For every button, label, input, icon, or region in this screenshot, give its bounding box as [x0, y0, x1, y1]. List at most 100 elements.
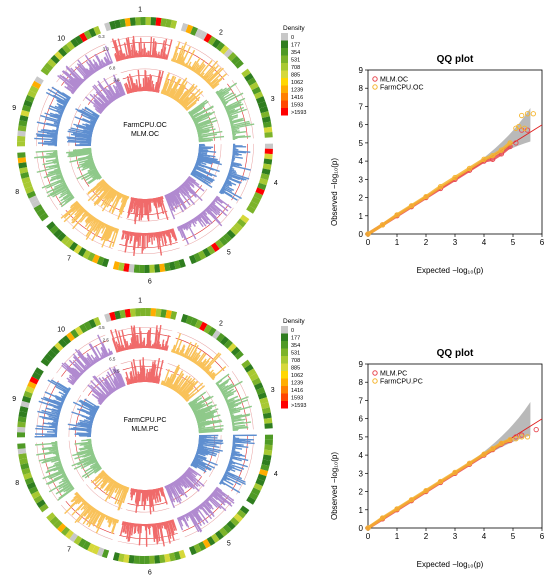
snp-mark	[220, 92, 234, 101]
snp-mark	[213, 199, 216, 203]
snp-mark	[48, 479, 70, 493]
density-label: 354	[291, 50, 300, 56]
data-point	[513, 434, 519, 440]
snp-mark	[190, 352, 198, 362]
density-segment	[258, 468, 269, 477]
snp-mark	[162, 369, 170, 386]
snp-mark	[61, 476, 68, 481]
snp-mark	[207, 67, 224, 84]
snp-mark	[151, 360, 156, 383]
snp-mark	[193, 357, 198, 364]
density-segment	[31, 371, 42, 381]
snp-mark	[219, 91, 230, 99]
snp-mark	[232, 426, 249, 430]
snp-mark	[39, 415, 59, 421]
snp-mark	[78, 207, 84, 213]
snp-mark	[53, 420, 59, 423]
snp-mark	[154, 523, 159, 545]
snp-mark	[225, 469, 229, 472]
snp-mark	[200, 357, 211, 369]
snp-mark	[210, 372, 216, 379]
snp-mark	[154, 50, 157, 58]
snp-mark	[232, 439, 246, 442]
snp-mark	[214, 488, 235, 504]
snp-mark	[191, 510, 202, 527]
snp-mark	[189, 66, 193, 70]
y-tick-label: 3	[359, 469, 364, 478]
snp-mark	[176, 226, 180, 232]
snp-mark	[212, 200, 216, 203]
density-segment	[212, 329, 221, 340]
snp-mark	[215, 373, 230, 385]
snp-mark	[132, 232, 137, 251]
density-segment	[17, 125, 27, 132]
snp-mark	[172, 519, 178, 531]
snp-mark	[45, 179, 65, 189]
x-tick-label: 0	[366, 238, 371, 247]
snp-mark	[192, 401, 213, 413]
snp-mark	[75, 208, 85, 218]
snp-mark	[206, 206, 210, 210]
density-segment	[82, 540, 91, 551]
snp-mark	[230, 164, 251, 171]
density-segment	[87, 252, 96, 262]
snp-mark	[198, 213, 208, 225]
density-segment	[230, 226, 240, 236]
snp-mark	[188, 65, 192, 70]
snp-mark	[191, 170, 213, 183]
density-segment	[114, 310, 122, 320]
snp-mark	[61, 188, 69, 194]
snp-mark	[97, 221, 103, 229]
snp-mark	[148, 327, 152, 349]
snp-mark	[228, 171, 250, 180]
y-tick-label: 3	[359, 175, 364, 184]
density-segment	[57, 232, 67, 242]
density-segment	[226, 520, 236, 530]
density-segment	[101, 257, 110, 268]
snp-mark	[106, 515, 110, 520]
snp-mark	[106, 226, 114, 242]
snp-mark	[92, 85, 110, 106]
snp-mark	[182, 354, 185, 357]
snp-mark	[65, 98, 70, 102]
snp-mark	[157, 341, 160, 350]
snp-mark	[47, 469, 65, 479]
density-label: 354	[291, 343, 300, 349]
snp-mark	[56, 90, 71, 100]
snp-mark	[63, 193, 73, 201]
snp-mark	[45, 158, 59, 163]
snp-mark	[211, 366, 227, 380]
density-segment	[73, 535, 83, 546]
snp-mark	[223, 393, 231, 399]
density-legend-title: Density	[283, 318, 305, 325]
snp-mark	[226, 401, 230, 405]
snp-mark	[182, 514, 186, 518]
density-segment	[223, 339, 233, 349]
snp-mark	[130, 49, 134, 58]
snp-mark	[166, 520, 172, 535]
density-segment	[139, 264, 145, 273]
snp-mark	[101, 354, 105, 359]
chromosome-label: 3	[271, 387, 275, 394]
snp-mark	[83, 501, 88, 506]
density-segment	[188, 254, 197, 265]
snp-mark	[130, 344, 133, 350]
snp-mark	[85, 211, 89, 215]
snp-mark	[232, 438, 255, 441]
snp-mark	[58, 99, 68, 105]
density-segment	[19, 114, 29, 122]
density-segment	[74, 326, 84, 336]
snp-mark	[213, 199, 229, 212]
snp-mark	[92, 64, 99, 72]
density-segment	[39, 503, 49, 513]
snp-mark	[209, 371, 215, 377]
snp-mark	[50, 174, 63, 181]
snp-mark	[105, 58, 110, 65]
snp-mark	[48, 107, 64, 115]
density-segment	[231, 346, 241, 356]
snp-mark	[129, 231, 133, 244]
snp-mark	[231, 418, 242, 422]
qq-xlabel: Expected −log₁₀(p)	[417, 266, 484, 275]
density-segment	[264, 153, 273, 160]
density-segment	[264, 143, 273, 149]
